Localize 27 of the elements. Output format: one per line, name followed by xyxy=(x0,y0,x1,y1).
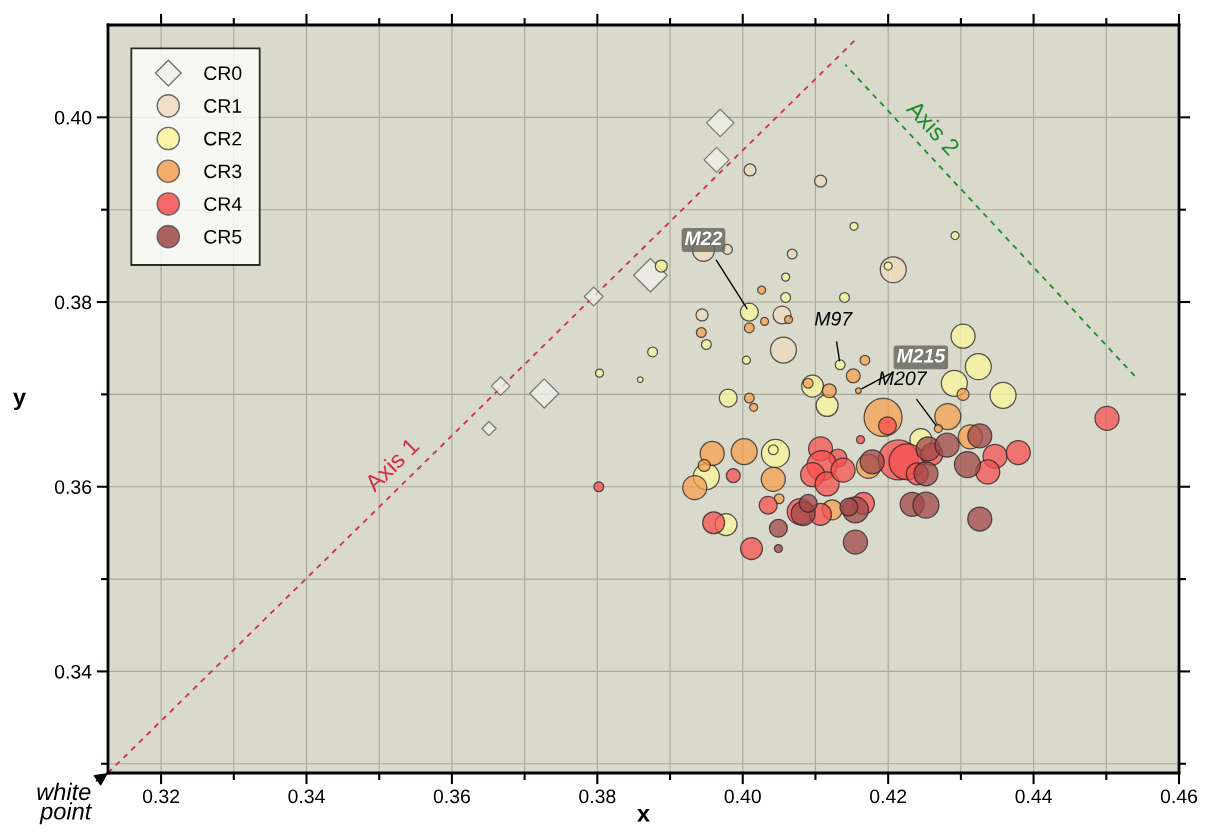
x-tick-label: 0.38 xyxy=(579,789,616,804)
text: 0.46 xyxy=(1160,789,1198,804)
annotation: M207 xyxy=(878,371,928,386)
annotation: M97 xyxy=(814,311,853,326)
text: Axis 2 xyxy=(905,98,961,157)
y-tick-label: 0.36 xyxy=(54,480,92,494)
text: Axis 1 xyxy=(362,436,420,493)
legend-label: CR4 xyxy=(204,197,242,211)
text: 0.40 xyxy=(724,789,761,804)
legend-label: CR1 xyxy=(204,99,242,113)
annotation: M215 xyxy=(896,348,946,363)
x-tick-label: 0.44 xyxy=(1015,789,1052,804)
legend-label: CR2 xyxy=(204,131,242,146)
x-tick-label: 0.32 xyxy=(142,789,180,804)
annotation: white point xyxy=(37,782,93,825)
x-tick-label: 0.34 xyxy=(288,789,325,804)
legend-label: CR5 xyxy=(204,229,242,244)
x-tick-label: 0.36 xyxy=(433,789,470,804)
y-tick-label: 0.40 xyxy=(54,110,92,125)
x-axis-title: x xyxy=(637,808,650,822)
y-tick-label: 0.38 xyxy=(54,295,92,310)
x-tick-label: 0.42 xyxy=(870,789,907,804)
annotation: M22 xyxy=(684,231,723,245)
y-tick-label: 0.34 xyxy=(54,664,92,679)
legend-label: CR0 xyxy=(204,66,242,81)
y-axis-title: y xyxy=(13,392,26,410)
legend-label: CR3 xyxy=(204,164,242,179)
